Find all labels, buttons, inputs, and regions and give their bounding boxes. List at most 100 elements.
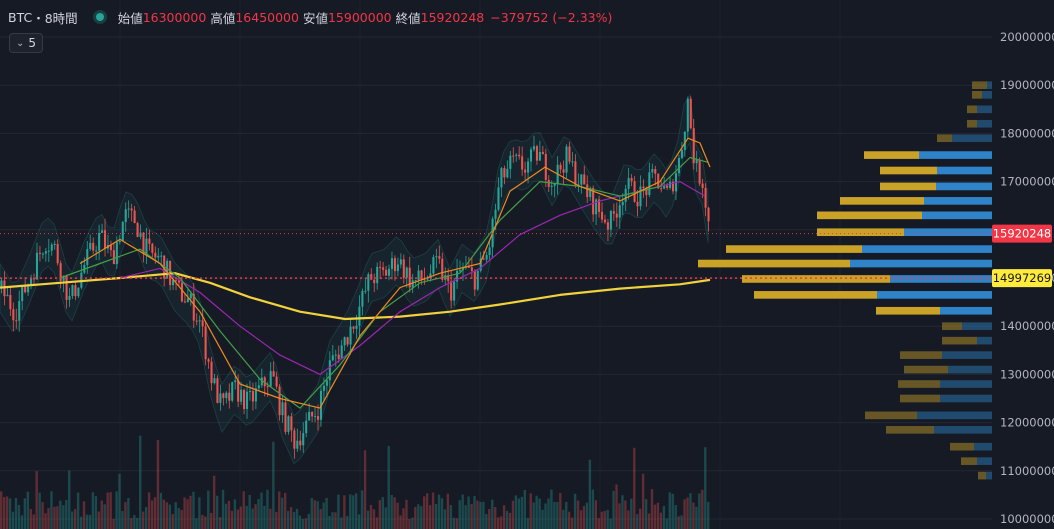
candle-body — [426, 278, 429, 280]
volume-bar — [218, 517, 222, 529]
y-axis-tick-label: 17000000 — [1000, 175, 1054, 189]
candle-body — [695, 159, 698, 164]
chevron-down-icon: ⌄ — [16, 37, 25, 49]
volume-profile-down-bar — [865, 411, 917, 420]
candle-body — [657, 173, 660, 189]
volume-bar — [618, 503, 621, 529]
volume-bar — [612, 490, 615, 529]
y-axis-tick-label: 18000000 — [1000, 126, 1054, 140]
candle-body — [157, 255, 160, 258]
volume-profile-up-bar — [974, 442, 992, 451]
candle-body — [417, 270, 420, 280]
candle-body — [240, 389, 243, 402]
candle-body — [621, 201, 624, 206]
volume-profile-up-bar — [890, 275, 992, 283]
candle-body — [476, 270, 479, 290]
volume-bar — [346, 515, 349, 529]
volume-bar — [192, 491, 195, 529]
candle-body — [343, 337, 346, 346]
volume-bar — [621, 495, 624, 529]
volume-bar — [139, 435, 142, 529]
candle-body — [44, 251, 47, 254]
close-label: 終値 — [395, 10, 421, 26]
candle-body — [497, 187, 500, 210]
candle-body — [473, 270, 476, 290]
candle-body — [101, 230, 104, 233]
volume-profile-up-bar — [986, 471, 992, 480]
volume-bar — [520, 496, 524, 529]
volume-profile-up-bar — [919, 151, 992, 159]
volume-bar — [133, 515, 136, 529]
volume-bar — [523, 489, 526, 529]
volume-bar — [591, 489, 595, 529]
volume-bar — [431, 492, 435, 529]
volume-profile-up-bar — [936, 182, 992, 191]
candle-body — [219, 393, 222, 403]
volume-bar — [79, 516, 83, 529]
volume-profile-up-bar — [977, 119, 992, 128]
last-price-label-bg — [992, 224, 1052, 243]
candle-body — [130, 208, 133, 211]
volume-profile-up-bar — [917, 411, 992, 420]
volume-bar — [473, 495, 476, 529]
candle-body — [387, 268, 391, 276]
candle-body — [231, 382, 234, 401]
y-axis-tick-label: 20000000 — [1000, 30, 1054, 44]
volume-bar — [239, 506, 242, 529]
candle-body — [275, 376, 278, 387]
volume-profile-up-bar — [850, 259, 992, 268]
volume-bar — [562, 509, 565, 529]
candle-body — [666, 185, 669, 188]
volume-bar — [396, 502, 399, 529]
volume-bar — [408, 518, 411, 529]
volume-bar — [127, 497, 130, 529]
volume-bar — [210, 512, 213, 529]
indicators-toggle-button[interactable]: ⌄ 5 — [9, 33, 44, 53]
candle-body — [606, 222, 609, 230]
volume-bar — [470, 504, 473, 529]
candle-body — [559, 164, 562, 170]
candle-body — [183, 301, 186, 303]
candle-body — [494, 209, 497, 219]
candle-body — [142, 232, 145, 255]
volume-bar — [553, 501, 556, 529]
volume-bar — [310, 498, 313, 529]
candle-body — [515, 154, 518, 156]
candle-body — [59, 263, 62, 281]
candle-body — [361, 290, 364, 307]
volume-bar — [29, 508, 32, 529]
candle-body — [174, 279, 178, 281]
candle-body — [547, 179, 550, 187]
volume-bar — [384, 507, 387, 529]
candle-body — [698, 159, 701, 184]
volume-bar — [331, 512, 334, 529]
volume-bar — [189, 495, 192, 529]
volume-bar — [499, 516, 503, 529]
volume-profile-down-bar — [961, 457, 977, 465]
volume-bar — [576, 500, 580, 529]
volume-bar — [292, 512, 296, 529]
volume-bar — [162, 499, 166, 529]
volume-profile-up-bar — [942, 351, 992, 359]
volume-bar — [68, 470, 71, 529]
volume-profile-down-bar — [972, 81, 987, 90]
volume-bar — [94, 496, 98, 529]
candle-body — [177, 280, 181, 283]
candle-body — [47, 250, 50, 252]
volume-bar — [8, 498, 12, 529]
volume-bar — [402, 508, 405, 529]
volume-bar — [532, 502, 535, 529]
candle-body — [438, 256, 441, 259]
candle-body — [595, 199, 598, 215]
volume-bar — [198, 497, 201, 529]
volume-bar — [517, 498, 521, 529]
change-value: −379752 (−2.33%) — [490, 9, 613, 25]
candle-body — [615, 213, 618, 218]
volume-bar — [372, 509, 376, 529]
volume-bar — [653, 504, 657, 529]
volume-bar — [85, 514, 89, 529]
candle-body — [423, 279, 426, 281]
candle-body — [636, 201, 639, 207]
